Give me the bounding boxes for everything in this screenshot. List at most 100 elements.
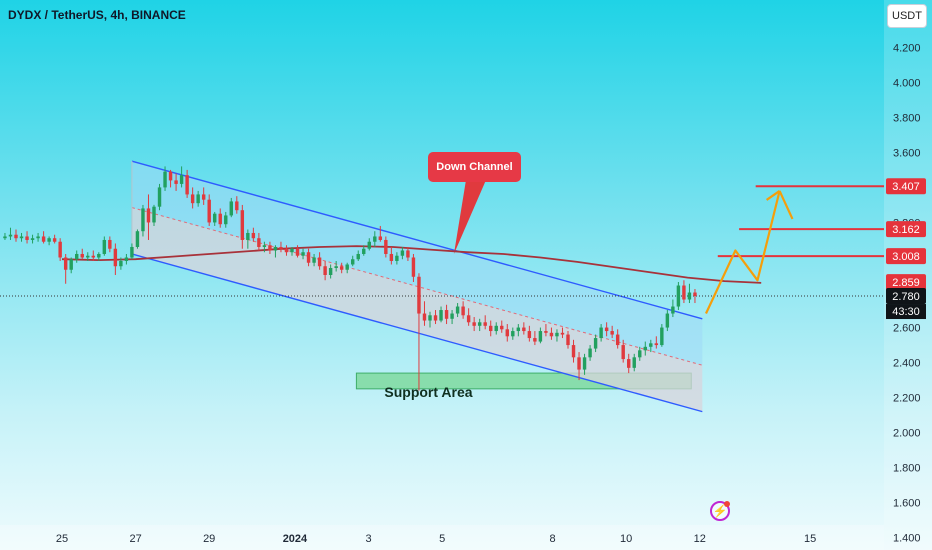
candle-body bbox=[345, 264, 349, 270]
candle bbox=[544, 324, 548, 337]
candle-body bbox=[3, 236, 7, 239]
candle bbox=[130, 243, 134, 260]
candle bbox=[610, 325, 614, 339]
candle bbox=[323, 260, 327, 281]
candle-body bbox=[489, 325, 493, 332]
y-tick-label: 3.600 bbox=[893, 147, 921, 159]
candle bbox=[19, 232, 24, 242]
candle bbox=[500, 320, 504, 333]
candle bbox=[671, 299, 675, 318]
notification-dot bbox=[724, 501, 730, 507]
x-tick-label: 3 bbox=[365, 533, 371, 545]
candle bbox=[417, 273, 421, 391]
candle-body bbox=[566, 334, 570, 346]
candle bbox=[516, 324, 521, 337]
candle-body bbox=[75, 253, 79, 260]
candle bbox=[174, 173, 178, 191]
candle-body bbox=[389, 253, 394, 261]
candle-body bbox=[290, 248, 294, 253]
candle bbox=[102, 236, 107, 256]
candle bbox=[262, 241, 267, 253]
candle bbox=[339, 262, 344, 274]
candle bbox=[97, 252, 101, 261]
candle-body bbox=[494, 325, 498, 332]
candle-body bbox=[665, 313, 670, 328]
candle-body bbox=[422, 313, 427, 321]
candle-body bbox=[157, 187, 162, 207]
candle-body bbox=[367, 241, 371, 249]
down-channel-label: Down Channel bbox=[428, 152, 521, 182]
candle-body bbox=[235, 201, 239, 211]
candle bbox=[113, 243, 118, 275]
candle-body bbox=[224, 215, 228, 225]
candle-body bbox=[610, 331, 614, 335]
candle-body bbox=[207, 199, 211, 223]
price-badge-label: 2.780 bbox=[892, 291, 920, 303]
candle-body bbox=[63, 257, 68, 270]
candle-body bbox=[306, 252, 311, 263]
channel-lower-fill bbox=[131, 207, 703, 412]
candle-body bbox=[671, 306, 675, 314]
candle-body bbox=[323, 266, 327, 275]
candle-body bbox=[168, 171, 173, 181]
candle bbox=[450, 310, 454, 325]
candle-body bbox=[334, 266, 338, 268]
candle bbox=[157, 183, 162, 211]
x-tick-label: 27 bbox=[129, 533, 141, 545]
candle-body bbox=[676, 285, 681, 307]
candle-body bbox=[273, 246, 278, 251]
candle-body bbox=[279, 246, 283, 249]
candle bbox=[328, 264, 333, 279]
y-tick-label: 2.400 bbox=[893, 358, 921, 370]
candle bbox=[676, 282, 681, 311]
candle bbox=[527, 325, 532, 342]
price-badge: 2.859 bbox=[886, 274, 926, 291]
candle-body bbox=[400, 250, 405, 256]
currency-button[interactable]: USDT bbox=[887, 4, 927, 28]
candle bbox=[30, 234, 35, 244]
candle bbox=[213, 211, 217, 226]
candle bbox=[466, 308, 471, 326]
candle bbox=[58, 238, 62, 261]
price-badge-bg bbox=[886, 221, 926, 238]
candle bbox=[638, 346, 642, 361]
candle-body bbox=[522, 327, 526, 332]
channel-upper-fill bbox=[131, 161, 703, 366]
candle-body bbox=[351, 259, 355, 265]
candle bbox=[224, 211, 228, 228]
candle bbox=[246, 229, 250, 249]
candle bbox=[207, 194, 211, 226]
candle-body bbox=[284, 248, 289, 253]
candle bbox=[168, 169, 173, 188]
candle bbox=[533, 331, 537, 346]
candle-body bbox=[47, 238, 51, 242]
candle bbox=[295, 245, 300, 258]
candle-body bbox=[643, 346, 647, 351]
x-tick-label: 12 bbox=[694, 533, 706, 545]
candle-body bbox=[108, 239, 112, 249]
candle-body bbox=[25, 236, 29, 240]
candle bbox=[273, 245, 278, 258]
forecast-arrow-tail bbox=[778, 190, 794, 220]
candle-body bbox=[8, 234, 13, 237]
candle-body bbox=[246, 232, 250, 240]
price-badge-label: 2.859 bbox=[892, 277, 920, 289]
candle bbox=[461, 301, 465, 319]
candle bbox=[146, 194, 151, 240]
candle bbox=[284, 245, 289, 256]
candle-body bbox=[483, 322, 487, 326]
candle-body bbox=[500, 325, 504, 330]
price-badge-bg bbox=[886, 248, 926, 265]
candle bbox=[384, 236, 388, 258]
countdown-bg bbox=[886, 304, 926, 320]
candle-body bbox=[295, 248, 300, 256]
candle bbox=[218, 208, 222, 228]
candle-body bbox=[229, 201, 233, 216]
candle-body bbox=[69, 259, 73, 270]
x-tick-label: 8 bbox=[549, 533, 555, 545]
channel-lower-line bbox=[131, 253, 703, 413]
price-badge: 2.780 bbox=[886, 288, 926, 305]
candle-body bbox=[588, 348, 592, 358]
candle bbox=[124, 253, 129, 265]
